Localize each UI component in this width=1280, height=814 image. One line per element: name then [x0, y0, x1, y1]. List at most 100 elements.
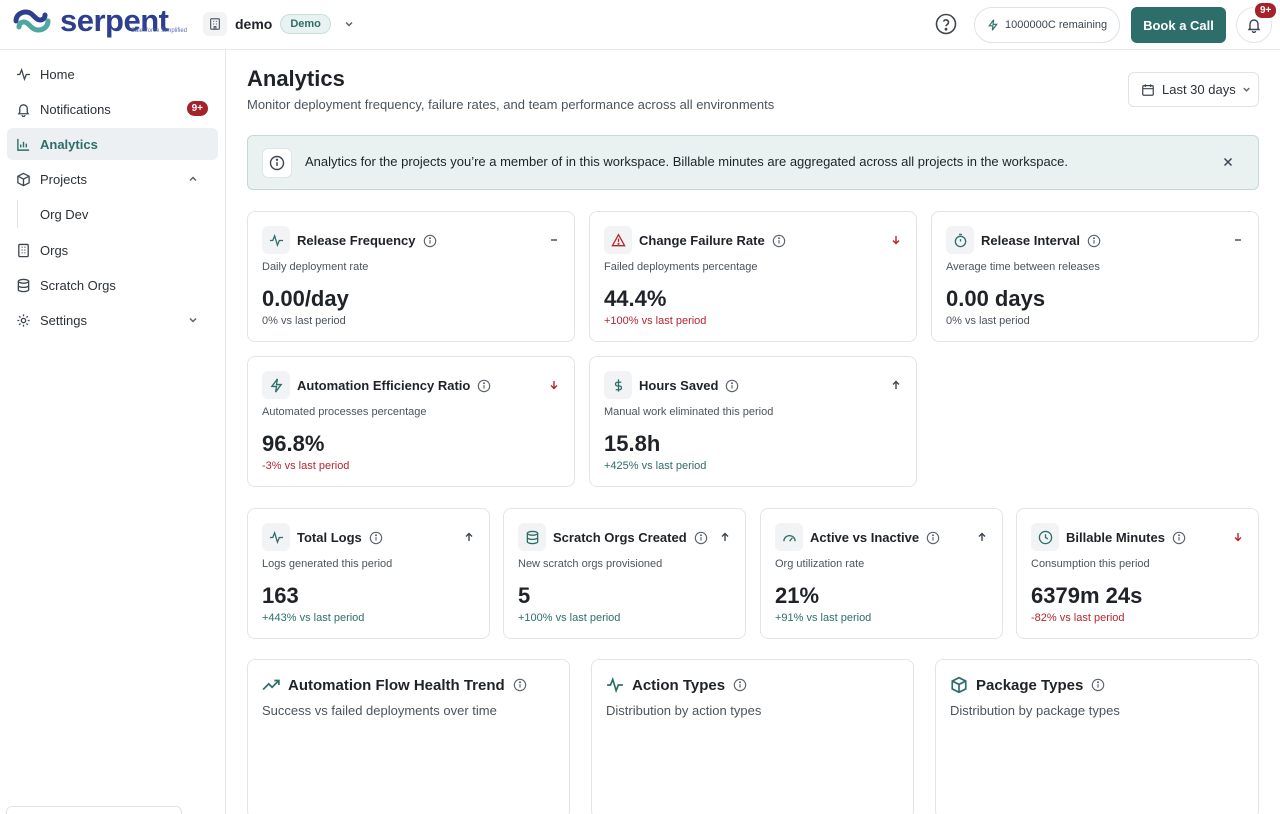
sidebar-item-label: Scratch Orgs: [40, 277, 116, 293]
metric-desc: Org utilization rate: [775, 558, 865, 570]
chevron-down-icon: [1242, 87, 1250, 92]
bolt-icon: [988, 19, 998, 31]
info-icon[interactable]: [694, 531, 708, 545]
sidebar-item-orgs[interactable]: Orgs: [7, 234, 218, 266]
gear-icon: [17, 313, 30, 327]
brand-name: serpent: [60, 3, 169, 38]
book-call-button[interactable]: Book a Call: [1131, 7, 1226, 43]
metric-value: 44.4%: [604, 286, 667, 311]
notifications-badge: 9+: [186, 101, 208, 116]
page-subtitle: Monitor deployment frequency, failure ra…: [247, 97, 775, 112]
credits-pill[interactable]: 1000000C remaining: [974, 7, 1121, 43]
metric-title: Hours Saved: [639, 378, 719, 393]
workspace-switcher[interactable]: demo Demo: [203, 12, 355, 36]
sidebar: Home Notifications 9+ Analytics Projects…: [0, 50, 226, 814]
sidebar-item-scratch-orgs[interactable]: Scratch Orgs: [7, 269, 218, 301]
notification-count-badge: 9+: [1253, 1, 1279, 20]
metric-value: 0.00/day: [262, 286, 349, 311]
metric-delta: +100% vs last period: [518, 612, 621, 624]
pulse-icon: [16, 67, 31, 81]
sidebar-item-label: Home: [40, 66, 75, 82]
info-icon[interactable]: [513, 678, 527, 692]
sidebar-item-analytics[interactable]: Analytics: [7, 128, 218, 160]
metric-title: Automation Efficiency Ratio: [297, 378, 471, 393]
package-icon: [17, 172, 30, 186]
chart-card-action-types: Action Types Distribution by action type…: [591, 659, 914, 814]
date-range-select[interactable]: Last 30 days: [1128, 72, 1259, 107]
info-banner: Analytics for the projects you’re a memb…: [247, 135, 1259, 190]
brand-logo[interactable]: serpent: [8, 3, 169, 38]
sidebar-item-settings[interactable]: Settings: [7, 304, 218, 336]
calendar-icon: [1142, 83, 1154, 96]
metric-desc: Failed deployments percentage: [604, 261, 758, 273]
info-icon[interactable]: [772, 234, 786, 248]
metric-card: Active vs Inactive Org utilization rate …: [760, 508, 1003, 639]
trend-down-icon: [550, 381, 558, 390]
metric-card: Billable Minutes Consumption this period…: [1016, 508, 1259, 639]
info-icon[interactable]: [477, 379, 491, 393]
sidebar-item-label: Notifications: [40, 101, 111, 117]
building-icon: [18, 243, 29, 257]
metric-title: Active vs Inactive: [810, 530, 920, 545]
sidebar-footer-card[interactable]: [6, 806, 182, 814]
chevron-down-icon[interactable]: [187, 314, 199, 326]
metric-desc: Logs generated this period: [262, 558, 393, 570]
dollar-icon: [604, 371, 632, 399]
chart-desc: Distribution by action types: [606, 703, 762, 718]
help-icon[interactable]: [934, 12, 958, 36]
metric-delta: +91% vs last period: [775, 612, 872, 624]
chart-title: Action Types: [632, 676, 726, 694]
metric-title: Billable Minutes: [1066, 530, 1165, 545]
metric-delta: -82% vs last period: [1031, 612, 1125, 624]
metric-card: Hours Saved Manual work eliminated this …: [589, 356, 917, 487]
chevron-down-icon[interactable]: [343, 18, 355, 30]
sidebar-item-notifications[interactable]: Notifications 9+: [7, 93, 218, 125]
metric-delta: +443% vs last period: [262, 612, 365, 624]
metric-value: 15.8h: [604, 431, 661, 456]
sidebar-subitem-org-dev[interactable]: Org Dev: [40, 207, 89, 222]
info-icon: [262, 148, 292, 178]
close-icon[interactable]: [1222, 156, 1234, 168]
info-icon[interactable]: [1172, 531, 1186, 545]
metric-desc: Consumption this period: [1031, 558, 1150, 570]
pulse-icon: [262, 523, 290, 551]
chart-title: Automation Flow Health Trend: [288, 676, 505, 694]
sidebar-item-label: Projects: [40, 171, 87, 187]
package-icon: [951, 676, 967, 694]
chart-card-package-types: Package Types Distribution by package ty…: [935, 659, 1259, 814]
metric-title: Change Failure Rate: [639, 233, 765, 248]
chart-desc: Distribution by package types: [950, 703, 1120, 718]
sidebar-item-projects[interactable]: Projects: [7, 163, 218, 195]
database-icon: [518, 523, 546, 551]
banner-text: Analytics for the projects you’re a memb…: [305, 154, 1069, 169]
metric-desc: Automated processes percentage: [262, 406, 427, 418]
sidebar-item-label: Analytics: [40, 136, 98, 152]
gauge-icon: [775, 523, 803, 551]
workspace-name: demo: [235, 16, 273, 32]
info-icon[interactable]: [733, 678, 747, 692]
metric-title: Release Interval: [981, 233, 1081, 248]
sidebar-item-label: Orgs: [40, 242, 69, 258]
metric-desc: Daily deployment rate: [262, 261, 369, 273]
metric-delta: +425% vs last period: [604, 460, 707, 472]
top-bar: serpent Salesforce Simplified demo Demo …: [0, 0, 1280, 50]
metric-card: Release Interval Average time between re…: [931, 211, 1259, 342]
info-icon[interactable]: [369, 531, 383, 545]
chevron-up-icon[interactable]: [187, 173, 199, 185]
bolt-icon: [262, 371, 290, 399]
chart-title: Package Types: [976, 676, 1084, 694]
info-icon[interactable]: [1091, 678, 1105, 692]
date-range-value: Last 30 days: [1162, 82, 1236, 97]
trend-up-icon: [465, 532, 473, 541]
info-icon[interactable]: [725, 379, 739, 393]
metric-value: 96.8%: [262, 431, 325, 456]
info-icon[interactable]: [423, 234, 437, 248]
trend-flat-icon: [1235, 239, 1241, 241]
chart-card-flow-health: Automation Flow Health Trend Success vs …: [247, 659, 570, 814]
info-icon[interactable]: [1087, 234, 1101, 248]
clock-icon: [1031, 523, 1059, 551]
metric-title: Scratch Orgs Created: [553, 530, 687, 545]
sidebar-item-home[interactable]: Home: [7, 58, 218, 90]
info-icon[interactable]: [926, 531, 940, 545]
chart-desc: Success vs failed deployments over time: [262, 703, 497, 718]
